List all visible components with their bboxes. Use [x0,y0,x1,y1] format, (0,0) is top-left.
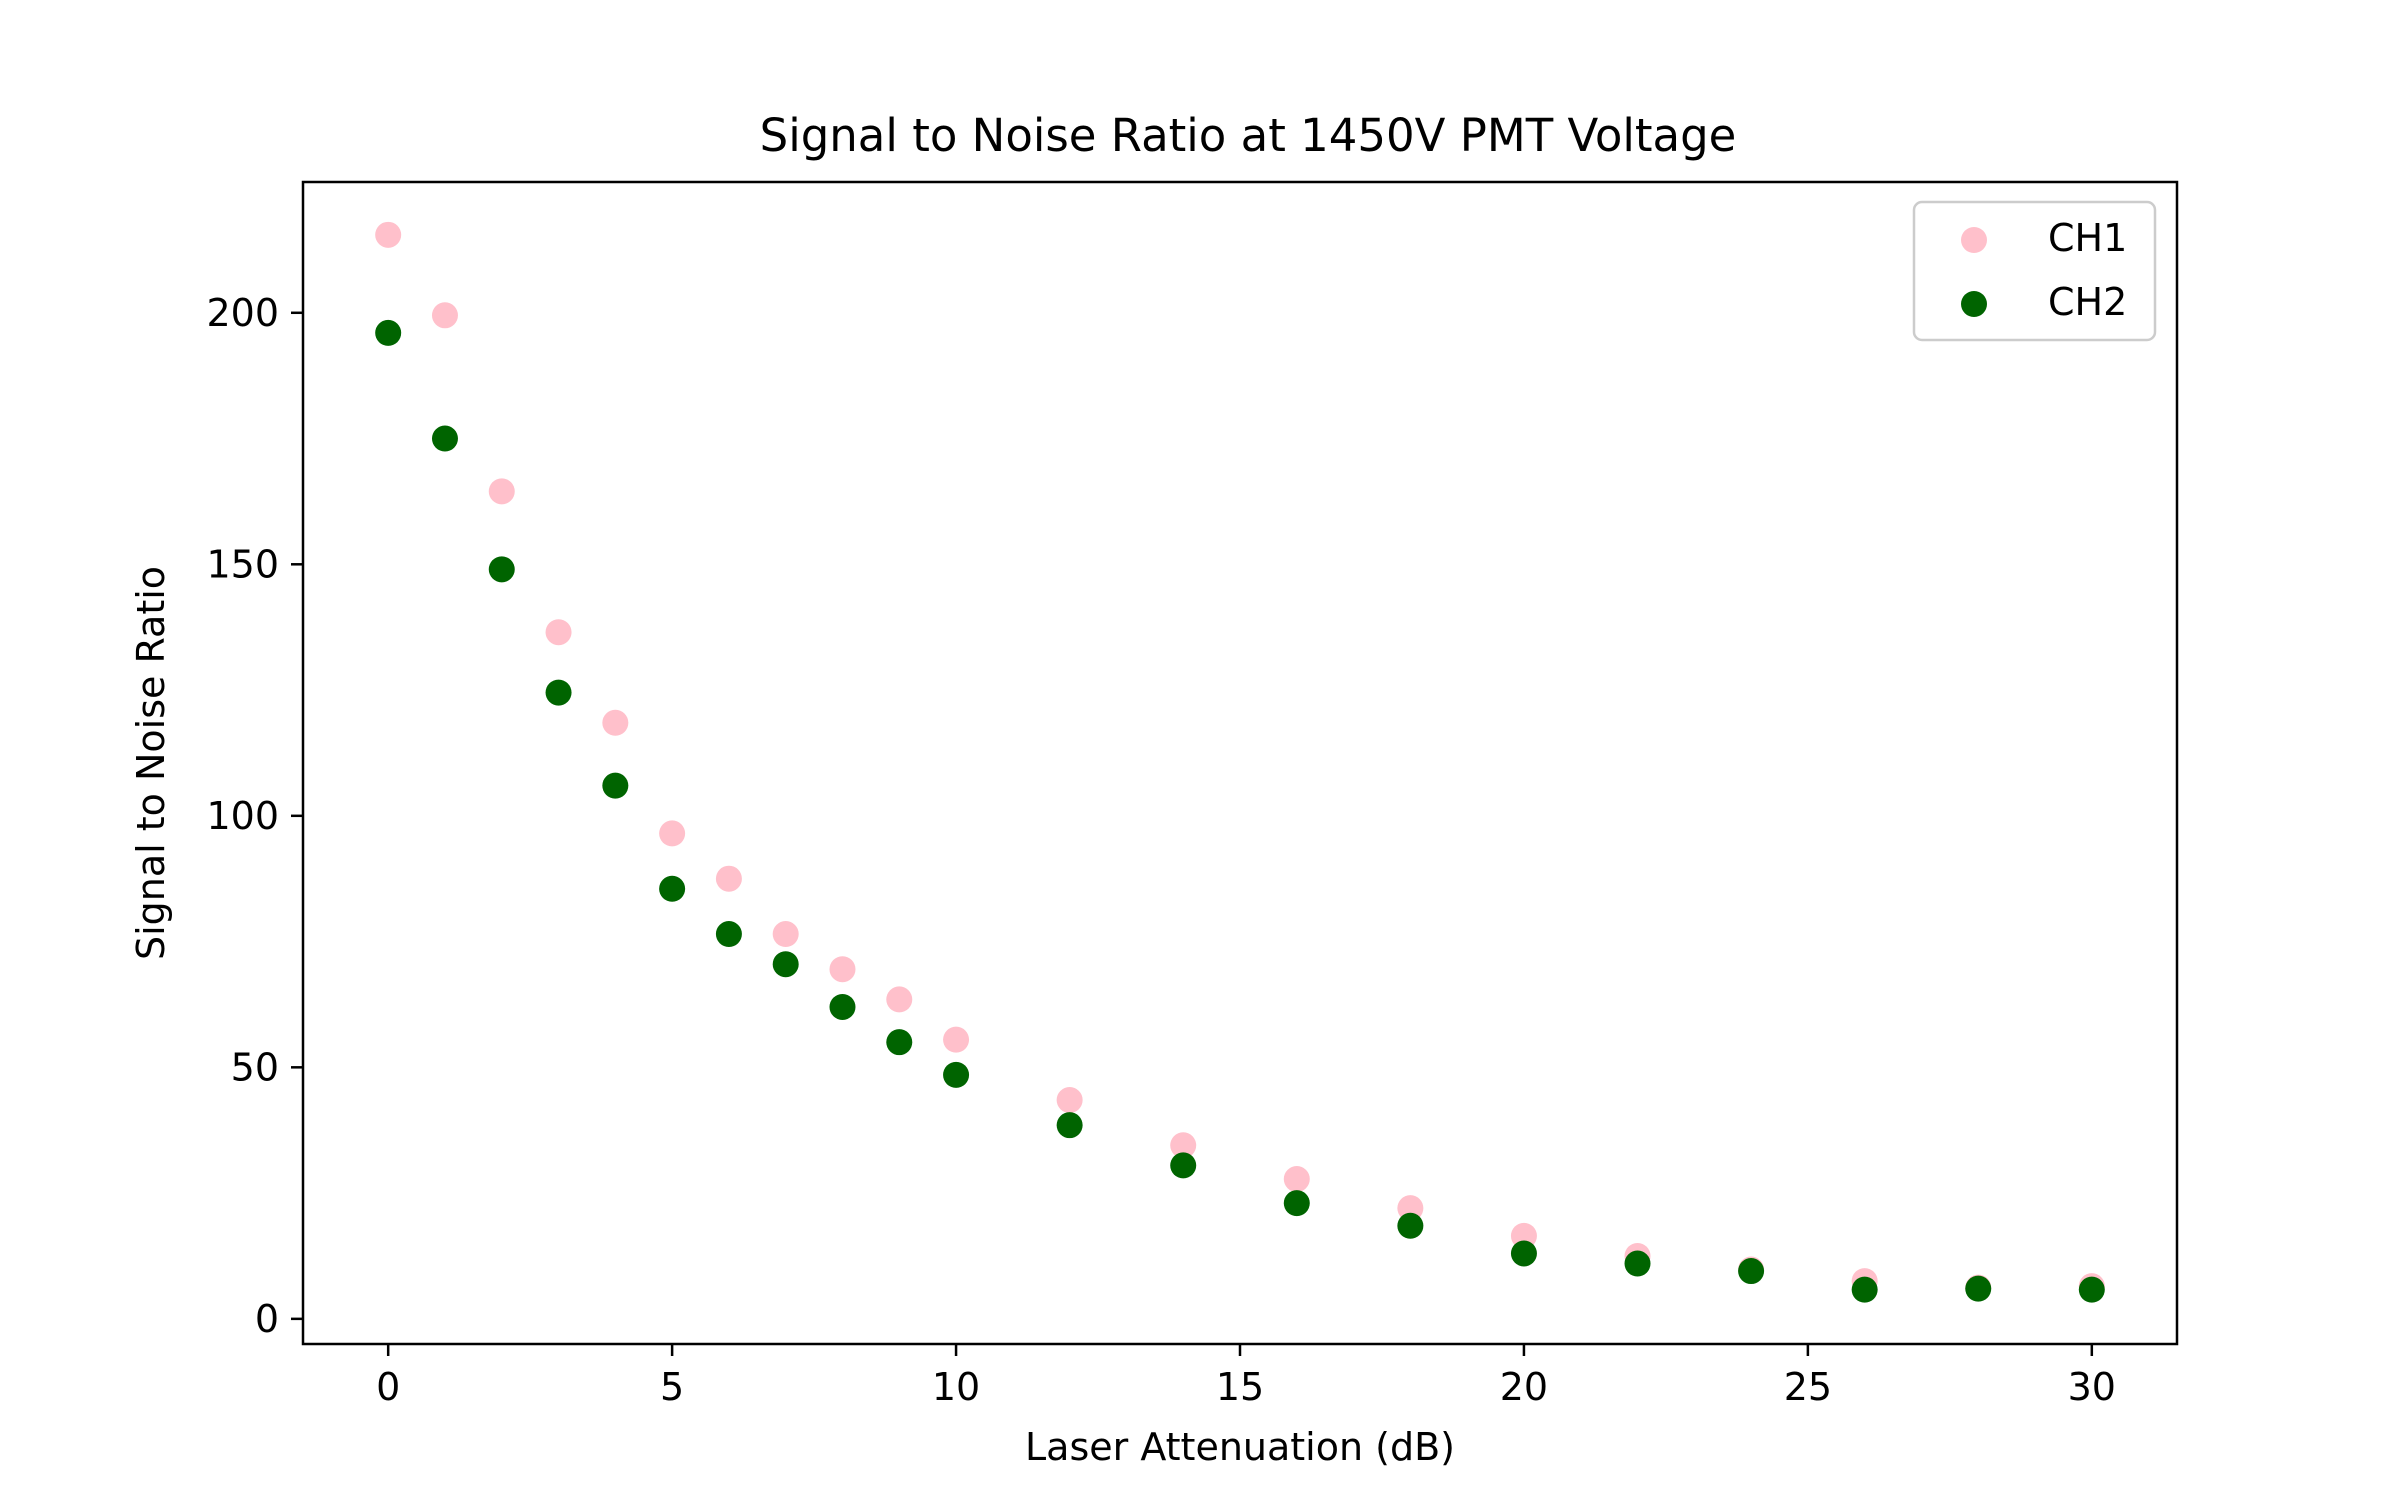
data-point-ch2 [1170,1152,1197,1179]
data-point-ch1 [431,302,458,329]
data-point-ch2 [715,921,742,948]
data-point-ch1 [1283,1166,1310,1193]
data-point-ch2 [829,993,856,1020]
plot-area-frame [301,180,2179,1346]
data-point-ch2 [545,679,572,706]
data-point-ch2 [1851,1276,1878,1303]
data-point-ch1 [829,956,856,983]
x-tick-label: 0 [376,1365,400,1409]
data-point-ch2 [602,772,629,799]
x-axis-label: Laser Attenuation (dB) [1025,1425,1455,1469]
x-tick-label: 25 [1784,1365,1832,1409]
legend-marker-ch1 [1961,227,1987,253]
x-tick-label: 15 [1216,1365,1264,1409]
ticks-layer: 0 5 10 15 20 25 30 0 50 100 150 200 [206,291,2116,1409]
y-tick-label: 150 [206,542,279,586]
data-point-ch2 [943,1061,970,1088]
data-point-ch2 [1283,1190,1310,1217]
data-point-ch1 [1170,1132,1197,1159]
data-point-ch2 [1965,1275,1992,1302]
legend-label-ch1: CH1 [2048,216,2127,260]
legend-marker-ch2 [1961,291,1987,317]
data-point-ch1 [659,820,686,847]
data-point-ch2 [1397,1212,1424,1239]
points-layer [375,221,2105,1303]
data-point-ch2 [1738,1258,1765,1285]
data-point-ch2 [772,951,799,978]
data-point-ch1 [715,865,742,892]
data-point-ch1 [772,921,799,948]
y-tick-label: 0 [255,1297,279,1341]
data-point-ch1 [886,986,913,1013]
x-tick-label: 20 [1500,1365,1548,1409]
data-point-ch2 [886,1029,913,1056]
data-point-ch2 [2078,1276,2105,1303]
y-tick-label: 200 [206,291,279,335]
data-point-ch2 [375,319,402,346]
y-axis-label: Signal to Noise Ratio [129,566,173,960]
x-tick-label: 5 [660,1365,684,1409]
data-point-ch2 [1624,1250,1651,1277]
x-tick-label: 30 [2068,1365,2116,1409]
data-point-ch1 [488,478,515,505]
x-tick-label: 10 [932,1365,980,1409]
data-point-ch2 [659,875,686,902]
data-point-ch2 [488,556,515,583]
y-tick-label: 100 [206,794,279,838]
chart-title: Signal to Noise Ratio at 1450V PMT Volta… [760,109,1737,162]
data-point-ch2 [1056,1112,1083,1139]
data-point-ch1 [602,709,629,736]
y-tick-label: 50 [231,1045,279,1089]
data-point-ch2 [431,425,458,452]
data-point-ch1 [1056,1087,1083,1114]
legend-label-ch2: CH2 [2048,280,2127,324]
data-point-ch1 [545,619,572,646]
data-point-ch2 [1510,1240,1537,1267]
legend: CH1 CH2 [1912,200,2157,342]
data-point-ch1 [943,1026,970,1053]
data-point-ch1 [375,221,402,248]
